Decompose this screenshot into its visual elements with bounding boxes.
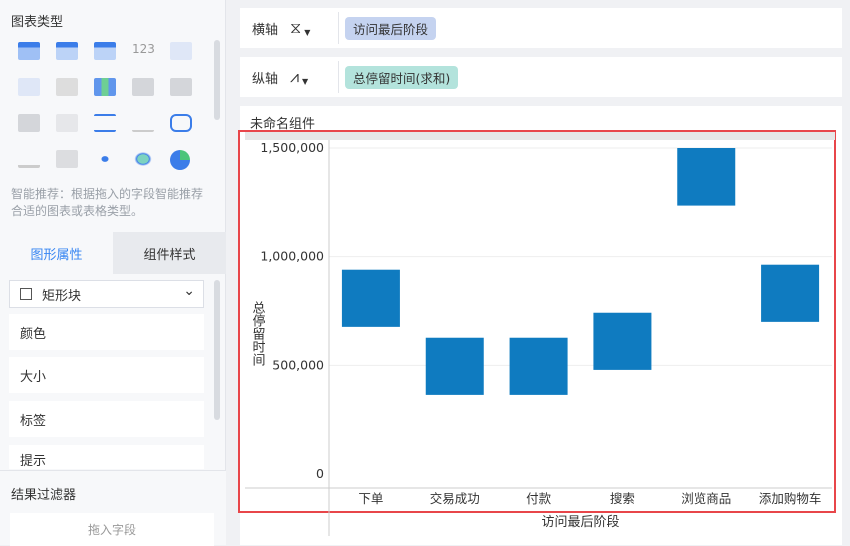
- stacked-bar-icon[interactable]: [18, 114, 40, 132]
- y-tick-label: 500,000: [272, 357, 324, 372]
- left-panel: 图表类型 123 智能推荐：根据拖入的字段智能推荐合适的图表或表格类型。 图形属…: [0, 0, 226, 546]
- x-axis-title: 访问最后阶段: [541, 515, 619, 530]
- selection-frame: [238, 130, 836, 513]
- y-axis-label: 纵轴: [252, 71, 279, 87]
- y-axis-title: 总停留时间: [250, 301, 266, 366]
- x-axis-row: 横轴 ⧖ ▼ 访问最后阶段: [240, 8, 842, 48]
- x-tick-label: 浏览商品: [681, 491, 731, 506]
- y-axis-row: 纵轴 ⩘ ▼ 总停留时间(求和): [240, 57, 842, 97]
- axis-type-icon: ⧖: [290, 18, 302, 37]
- tab-component-style[interactable]: 组件样式: [113, 232, 226, 274]
- filter-title: 结果过滤器: [11, 488, 77, 503]
- chart-svg: 0 500,000 1,000,000 1,500,000 下单 交易成功 付款 搜索 浏览商品…: [245, 132, 835, 536]
- chevron-down-icon: ⌄: [183, 283, 195, 299]
- chart-type-grid: 123: [14, 40, 204, 184]
- component-title: 未命名组件: [250, 117, 316, 132]
- cross-table-icon[interactable]: [56, 42, 78, 60]
- scatter-steps-icon[interactable]: [56, 114, 78, 132]
- range-bar: [677, 148, 736, 206]
- props-scrollbar[interactable]: [214, 280, 220, 420]
- x-tick-label: 付款: [526, 491, 552, 506]
- y-tick-label: 1,500,000: [260, 140, 324, 155]
- x-axis-field-pill[interactable]: 访问最后阶段: [345, 16, 437, 40]
- kpi-number-icon[interactable]: 123: [132, 42, 155, 56]
- kpi-card-icon[interactable]: [170, 42, 192, 60]
- chart-top-bar: [245, 132, 835, 140]
- prop-label[interactable]: 标签: [9, 401, 204, 437]
- y-axis-field-pill[interactable]: 总停留时间(求和): [345, 65, 459, 89]
- rectangle-icon: [20, 288, 32, 300]
- y-axis-type-dropdown[interactable]: ⩘ ▼: [290, 67, 338, 87]
- map-icon[interactable]: [56, 78, 78, 96]
- prop-tooltip[interactable]: 提示: [9, 445, 204, 469]
- shape-select[interactable]: 矩形块 ⌄: [9, 280, 204, 308]
- prop-size[interactable]: 大小: [9, 357, 204, 393]
- caret-down-icon: ▼: [302, 76, 309, 86]
- chart-component: 未命名组件 0 500,000 1,000,000 1,500,000 下单 交易成功 付款…: [238, 106, 842, 545]
- chart-type-scrollbar[interactable]: [214, 40, 220, 120]
- x-tick-label: 下单: [358, 491, 383, 506]
- range-bar: [593, 312, 652, 370]
- y-tick-label: 1,000,000: [260, 249, 324, 264]
- property-tabs: 图形属性 组件样式: [0, 232, 226, 274]
- recommend-hint: 智能推荐：根据拖入的字段智能推荐合适的图表或表格类型。: [11, 187, 204, 218]
- table-icon[interactable]: [18, 42, 40, 60]
- y-tick-label: 0: [316, 466, 324, 481]
- caret-down-icon: ▼: [304, 27, 311, 37]
- chart-type-title: 图表类型: [11, 15, 64, 30]
- box-chart-icon[interactable]: [56, 150, 78, 168]
- shape-select-value: 矩形块: [42, 288, 82, 304]
- range-bar: [509, 337, 568, 395]
- bar-chart-icon[interactable]: [132, 78, 154, 96]
- scatter-icon[interactable]: [94, 150, 116, 168]
- area-chart-icon[interactable]: [18, 150, 40, 168]
- x-tick-label: 添加购物车: [759, 491, 822, 506]
- x-axis-type-dropdown[interactable]: ⧖ ▼: [290, 18, 338, 38]
- range-bar: [425, 337, 484, 395]
- column-chart-icon[interactable]: [170, 78, 192, 96]
- tab-graph-properties[interactable]: 图形属性: [0, 232, 113, 274]
- x-tick-label: 交易成功: [430, 491, 480, 506]
- indicator-icon[interactable]: [18, 78, 40, 96]
- line-axis-icon: ⩘: [290, 67, 300, 86]
- result-filter: 结果过滤器 拖入字段: [0, 470, 226, 546]
- area-line-icon[interactable]: [132, 114, 154, 132]
- detail-table-icon[interactable]: [94, 42, 116, 60]
- line-chart-icon[interactable]: [94, 114, 116, 132]
- filter-drop-zone[interactable]: 拖入字段: [10, 513, 214, 546]
- range-bar: [761, 264, 820, 322]
- x-tick-label: 搜索: [610, 491, 635, 506]
- range-bar: [341, 269, 400, 327]
- x-axis-label: 横轴: [252, 22, 279, 38]
- grouped-bar-icon[interactable]: [94, 78, 116, 96]
- bubble-icon[interactable]: [132, 150, 154, 168]
- radar-icon[interactable]: [170, 114, 192, 132]
- pie-chart-icon[interactable]: [170, 150, 190, 170]
- prop-color[interactable]: 颜色: [9, 314, 204, 350]
